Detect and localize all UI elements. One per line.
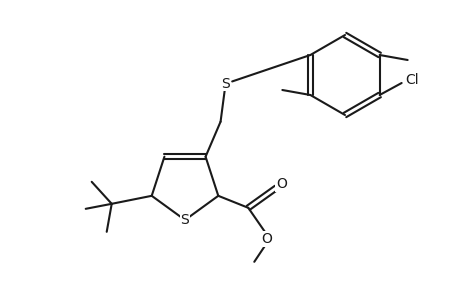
Text: S: S [221, 77, 230, 91]
Text: O: O [275, 177, 286, 191]
Text: Cl: Cl [404, 73, 418, 87]
Text: O: O [260, 232, 271, 246]
Text: S: S [180, 213, 189, 227]
